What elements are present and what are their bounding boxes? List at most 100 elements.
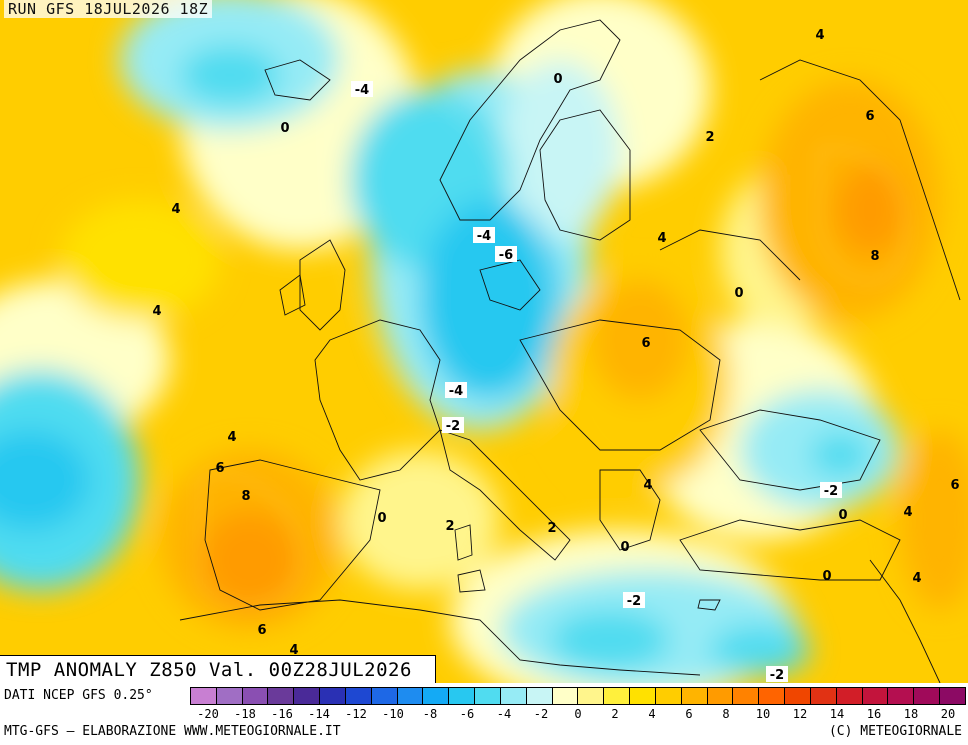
copyright-text: (C) METEOGIORNALE: [828, 724, 962, 739]
scale-tick-label: 12: [792, 707, 808, 721]
contour-label: -2: [442, 417, 464, 434]
color-scale-cell: [914, 688, 941, 704]
color-scale-cell: [888, 688, 915, 704]
contour-label: 4: [657, 231, 666, 246]
svg-text:-2: -2: [627, 594, 641, 609]
temperature-anomaly-map: -4 0 4 4 4 6 8 -4 -6 -4 -2 0 2 2 0 -2 -2…: [0, 0, 968, 683]
contour-label: -6: [495, 246, 517, 263]
svg-text:-2: -2: [770, 668, 784, 683]
contour-label: 0: [620, 540, 629, 555]
scale-tick-label: -16: [271, 707, 293, 721]
contour-label: 0: [838, 508, 847, 523]
scale-tick-label: -8: [422, 707, 438, 721]
color-scale-cell: [630, 688, 656, 704]
svg-text:-2: -2: [446, 419, 460, 434]
color-scale-cell: [940, 688, 965, 704]
scale-tick-label: 20: [940, 707, 956, 721]
contour-label: 4: [152, 304, 161, 319]
svg-text:0: 0: [377, 511, 386, 526]
svg-text:0: 0: [620, 540, 629, 555]
svg-text:6: 6: [641, 336, 650, 351]
model-run-label: RUN GFS 18JUL2026 18Z: [4, 0, 213, 18]
color-scale-cell: [526, 688, 553, 704]
scale-tick-label: 6: [685, 707, 693, 721]
svg-text:2: 2: [445, 519, 454, 534]
contour-label: -2: [766, 666, 788, 683]
color-scale-cell: [371, 688, 398, 704]
svg-text:2: 2: [547, 521, 556, 536]
svg-text:-4: -4: [477, 229, 491, 244]
color-scale-cell: [191, 688, 217, 704]
svg-text:0: 0: [838, 508, 847, 523]
scale-tick-label: 14: [829, 707, 845, 721]
svg-text:4: 4: [903, 505, 912, 520]
contour-label: 0: [280, 121, 289, 136]
color-scale-cell: [216, 688, 243, 704]
color-scale-cell: [733, 688, 760, 704]
contour-label: 4: [903, 505, 912, 520]
svg-text:8: 8: [870, 249, 879, 264]
contour-label: 4: [643, 478, 652, 493]
contour-label: 6: [215, 461, 224, 476]
color-scale-cell: [578, 688, 605, 704]
color-scale-cell: [475, 688, 501, 704]
scale-tick-label: -12: [345, 707, 367, 721]
svg-text:6: 6: [865, 109, 874, 124]
contour-label: -4: [473, 227, 495, 244]
svg-text:4: 4: [152, 304, 161, 319]
scale-tick-label: -4: [496, 707, 512, 721]
color-scale-cell: [242, 688, 269, 704]
contour-label: -2: [623, 592, 645, 609]
contour-label: 0: [377, 511, 386, 526]
coastlines: [179, 19, 961, 683]
scale-tick-label: 10: [755, 707, 771, 721]
scale-tick-label: -18: [234, 707, 256, 721]
contour-labels: -4 0 4 4 4 6 8 -4 -6 -4 -2 0 2 2 0 -2 -2…: [152, 28, 959, 683]
color-scale-cell: [810, 688, 837, 704]
color-scale-cell: [862, 688, 889, 704]
isotherm-lines: [199, 68, 906, 606]
svg-text:-4: -4: [449, 384, 463, 399]
color-scale-cell: [604, 688, 631, 704]
color-scale-cell: [397, 688, 424, 704]
color-scale-cell: [681, 688, 708, 704]
contour-label: 2: [705, 130, 714, 145]
color-scale-cell: [500, 688, 527, 704]
scale-tick-label: -10: [382, 707, 404, 721]
contour-label: 0: [553, 72, 562, 87]
scale-tick-label: 4: [648, 707, 656, 721]
data-source-text: DATI NCEP GFS 0.25°: [4, 688, 153, 703]
color-scale-cell: [552, 688, 579, 704]
svg-text:8: 8: [241, 489, 250, 504]
color-scale-cell: [785, 688, 811, 704]
svg-text:4: 4: [815, 28, 824, 43]
contour-label: 2: [445, 519, 454, 534]
contour-label: 8: [870, 249, 879, 264]
scale-tick-label: 2: [611, 707, 619, 721]
svg-text:6: 6: [257, 623, 266, 638]
color-scale-cell: [320, 688, 346, 704]
contour-label: 4: [289, 643, 298, 658]
legend-footer: DATI NCEP GFS 0.25° -20 -18 -16 -14 -12 -10 -8…: [0, 683, 968, 745]
svg-text:4: 4: [912, 571, 921, 586]
contour-label: 4: [815, 28, 824, 43]
contour-label: 4: [227, 430, 236, 445]
scale-tick-label: 16: [866, 707, 882, 721]
svg-text:0: 0: [553, 72, 562, 87]
svg-text:2: 2: [705, 130, 714, 145]
scale-tick-label: -6: [459, 707, 475, 721]
contour-label: -2: [820, 482, 842, 499]
color-scale-cell: [759, 688, 786, 704]
scale-tick-label: 0: [574, 707, 582, 721]
scale-tick-label: -14: [308, 707, 330, 721]
contour-label: 0: [822, 569, 831, 584]
svg-text:-2: -2: [824, 484, 838, 499]
svg-text:0: 0: [280, 121, 289, 136]
color-scale-bar: [190, 687, 966, 705]
color-scale-ticks: -20 -18 -16 -14 -12 -10 -8 -6 -4 -2 0 2 4 6 8 10 12 14 16 1…: [190, 707, 966, 723]
contour-label: 6: [257, 623, 266, 638]
color-scale-cell: [268, 688, 295, 704]
map-variable-title: TMP ANOMALY Z850 Val. 00Z28JUL2026: [0, 655, 436, 683]
color-scale-cell: [655, 688, 682, 704]
svg-text:-6: -6: [499, 248, 513, 263]
